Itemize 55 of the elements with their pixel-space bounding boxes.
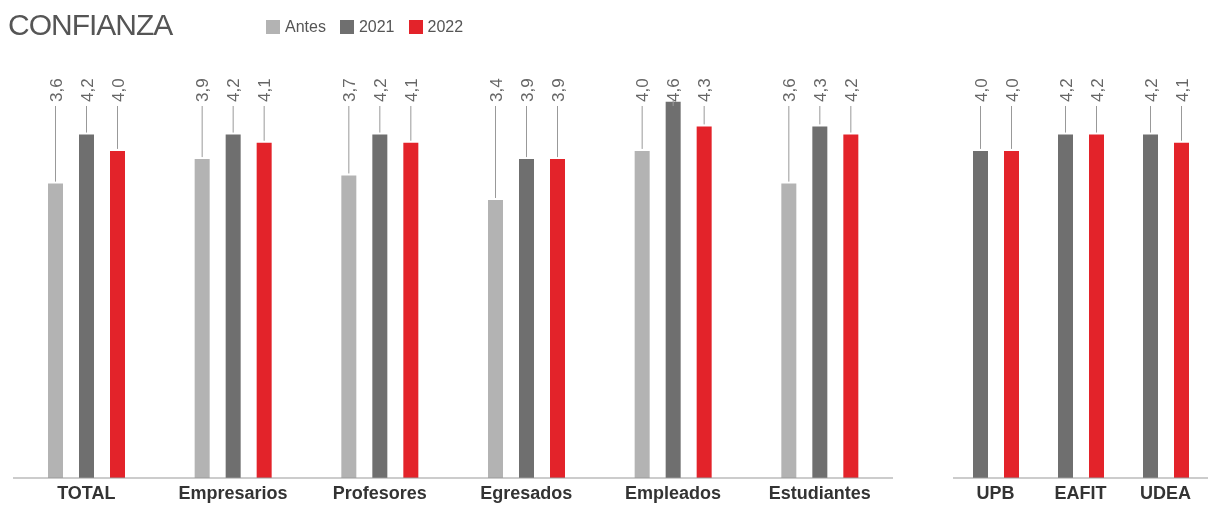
data-label: 4,2 (841, 78, 861, 102)
data-label: 4,2 (77, 78, 97, 102)
bar (665, 101, 681, 478)
bar (256, 142, 272, 478)
bar (194, 159, 210, 478)
legend-label: 2022 (427, 18, 464, 36)
legend-label: 2021 (358, 18, 395, 36)
bar (519, 159, 534, 478)
bar (372, 134, 388, 478)
data-label: 4,2 (1141, 78, 1161, 102)
bar (48, 183, 63, 478)
data-label: 4,0 (633, 78, 653, 102)
data-label: 3,9 (193, 78, 213, 102)
chart-title: CONFIANZA (8, 8, 173, 42)
data-label: 3,7 (339, 78, 359, 102)
x-tick-label: EAFIT (1054, 482, 1107, 503)
data-label: 4,0 (971, 78, 991, 102)
x-tick-label: Empresarios (178, 482, 288, 503)
bar (488, 199, 503, 478)
data-label: 3,9 (517, 78, 537, 102)
data-label: 4,2 (224, 78, 244, 102)
x-tick-label: Profesores (332, 482, 427, 503)
bar (696, 126, 712, 478)
bar (634, 150, 650, 478)
bar (550, 159, 565, 478)
x-tick-label: Empleados (624, 482, 722, 503)
bar (79, 134, 94, 478)
x-tick-label: TOTAL (57, 482, 116, 503)
bar (781, 183, 797, 478)
data-label: 3,4 (486, 78, 506, 102)
data-label: 4,3 (810, 78, 830, 102)
bar (225, 134, 241, 478)
data-label: 4,1 (255, 78, 275, 102)
bar (812, 126, 828, 478)
data-label: 4,2 (370, 78, 390, 102)
legend-label: Antes (285, 18, 326, 36)
x-tick-label: UDEA (1139, 482, 1192, 503)
data-label: 3,9 (548, 78, 568, 102)
data-label: 4,3 (695, 78, 715, 102)
data-label: 4,1 (401, 78, 421, 102)
x-tick-label: UPB (976, 482, 1015, 503)
data-label: 4,2 (1087, 78, 1107, 102)
data-label: 3,6 (779, 78, 799, 102)
data-label: 4,0 (108, 78, 128, 102)
bar (843, 134, 859, 478)
data-label: 3,6 (46, 78, 66, 102)
x-tick-label: Estudiantes (768, 482, 871, 503)
data-label: 4,6 (664, 78, 684, 102)
data-label: 4,2 (1056, 78, 1076, 102)
data-label: 4,1 (1172, 78, 1192, 102)
bar (341, 175, 357, 478)
x-tick-label: Egresados (480, 482, 573, 503)
bar (110, 150, 125, 478)
data-label: 4,0 (1002, 78, 1022, 102)
bar (403, 142, 419, 478)
